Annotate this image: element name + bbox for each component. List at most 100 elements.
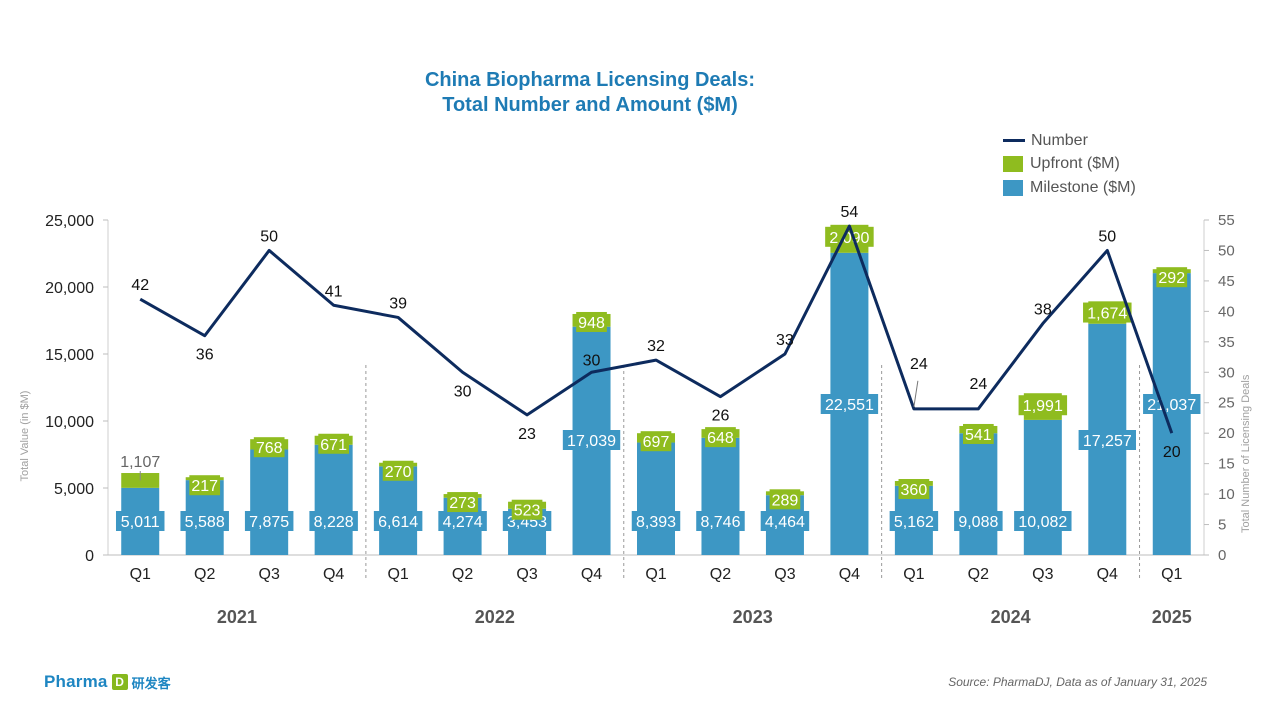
- upfront-label-bg: [1156, 267, 1188, 288]
- number-label: 33: [776, 332, 794, 349]
- upfront-label-bg: [511, 499, 543, 520]
- milestone-label: 8,393: [636, 514, 676, 531]
- upfront-label-bg: [1018, 395, 1068, 416]
- legend-item-upfront: Upfront ($M): [1003, 153, 1136, 177]
- y2-tick-label: 5: [1218, 517, 1226, 534]
- milestone-label-bg: [889, 511, 939, 531]
- milestone-label-bg: [438, 511, 487, 531]
- number-label: 24: [969, 376, 987, 393]
- milestone-label: 5,588: [185, 514, 225, 531]
- upfront-label: 648: [707, 430, 734, 447]
- milestone-label: 8,228: [314, 514, 354, 531]
- year-label: 2021: [217, 607, 257, 627]
- upfront-label-bg: [318, 433, 349, 454]
- logo-chinese: 研发客: [131, 675, 171, 691]
- y2-tick-label: 25: [1218, 395, 1235, 412]
- y2-tick-label: 35: [1218, 334, 1235, 351]
- upfront-label-bg: [963, 423, 994, 444]
- milestone-bar: [1023, 419, 1062, 555]
- milestone-label-bg: [244, 511, 294, 531]
- upfront-label: 2,090: [829, 230, 869, 247]
- x-tick-label: Q1: [130, 566, 151, 583]
- legend-item-number: Number: [1003, 129, 1136, 153]
- number-label: 30: [583, 352, 601, 369]
- y-tick-label: 25,000: [45, 213, 94, 230]
- upfront-label-bg: [382, 460, 414, 481]
- upfront-label: 273: [449, 495, 476, 512]
- chart-title-line2: Total Number and Amount ($M): [442, 94, 738, 116]
- y-tick-label: 5,000: [54, 481, 94, 498]
- upfront-label: 270: [385, 464, 412, 481]
- x-tick-label: Q3: [516, 566, 537, 583]
- upfront-label-bg: [898, 479, 930, 500]
- year-label: 2025: [1152, 607, 1192, 627]
- number-label: 36: [196, 347, 214, 364]
- upfront-label: 948: [578, 315, 605, 332]
- y2-tick-label: 15: [1218, 456, 1235, 473]
- number-label: 23: [518, 426, 536, 443]
- y2-tick-label: 30: [1218, 364, 1235, 381]
- number-label: 54: [841, 204, 859, 221]
- y2-tick-label: 50: [1218, 242, 1235, 259]
- milestone-label: 17,257: [1083, 433, 1132, 450]
- upfront-label: 1,107: [120, 454, 160, 471]
- milestone-label: 5,011: [121, 514, 160, 531]
- milestone-label: 22,551: [825, 397, 874, 414]
- upfront-label: 289: [772, 492, 799, 509]
- milestone-label: 21,037: [1147, 397, 1196, 414]
- chart-legend: Number Upfront ($M) Milestone ($M): [1003, 129, 1136, 200]
- x-tick-label: Q1: [903, 566, 924, 583]
- number-label: 50: [260, 228, 278, 245]
- legend-label-number: Number: [1031, 131, 1088, 149]
- upfront-label-bg: [825, 226, 874, 247]
- legend-swatch-milestone: [1003, 179, 1023, 196]
- x-tick-label: Q3: [1032, 566, 1053, 583]
- x-tick-label: Q2: [452, 566, 473, 583]
- number-label: 41: [325, 283, 343, 300]
- milestone-label-bg: [954, 511, 1003, 531]
- milestone-label: 9,088: [958, 514, 998, 531]
- milestone-label: 6,614: [378, 514, 418, 531]
- year-label: 2024: [991, 607, 1031, 627]
- number-label: 26: [712, 408, 730, 425]
- year-label: 2022: [475, 607, 515, 627]
- y2-tick-label: 45: [1218, 273, 1235, 290]
- upfront-label: 1,674: [1087, 306, 1127, 323]
- milestone-bar: [1152, 273, 1191, 555]
- legend-swatch-upfront: [1003, 156, 1023, 173]
- milestone-label-bg: [820, 394, 879, 414]
- y2-tick-label: 0: [1218, 547, 1226, 564]
- upfront-label: 292: [1158, 270, 1185, 287]
- y2-tick-label: 10: [1218, 486, 1235, 503]
- y-tick-label: 20,000: [45, 280, 94, 297]
- milestone-label-bg: [696, 511, 745, 531]
- x-tick-label: Q4: [1097, 566, 1118, 583]
- x-tick-label: Q3: [774, 566, 795, 583]
- milestone-label: 5,162: [894, 514, 934, 531]
- upfront-label-bg: [705, 427, 736, 448]
- upfront-label-bg: [253, 437, 285, 458]
- x-tick-label: Q2: [710, 566, 731, 583]
- upfront-label-bg: [447, 492, 478, 513]
- x-tick-label: Q2: [968, 566, 989, 583]
- upfront-label: 217: [191, 478, 218, 495]
- upfront-label: 697: [643, 434, 670, 451]
- milestone-label-bg: [115, 511, 165, 531]
- number-label: 42: [131, 277, 149, 294]
- x-tick-label: Q1: [387, 566, 408, 583]
- number-label: 30: [454, 383, 472, 400]
- milestone-label-bg: [1078, 430, 1136, 450]
- legend-item-milestone: Milestone ($M): [1003, 176, 1136, 200]
- milestone-label-bg: [562, 430, 621, 450]
- upfront-label-bg: [769, 489, 801, 510]
- upfront-label-bg: [576, 311, 607, 332]
- upfront-label: 541: [965, 427, 992, 444]
- legend-label-upfront: Upfront ($M): [1030, 155, 1120, 173]
- milestone-label: 7,875: [249, 514, 289, 531]
- x-tick-label: Q3: [259, 566, 280, 583]
- milestone-label-bg: [1143, 394, 1201, 414]
- milestone-bar: [959, 433, 998, 555]
- milestone-label-bg: [760, 511, 810, 531]
- logo-d-icon: D: [111, 674, 128, 690]
